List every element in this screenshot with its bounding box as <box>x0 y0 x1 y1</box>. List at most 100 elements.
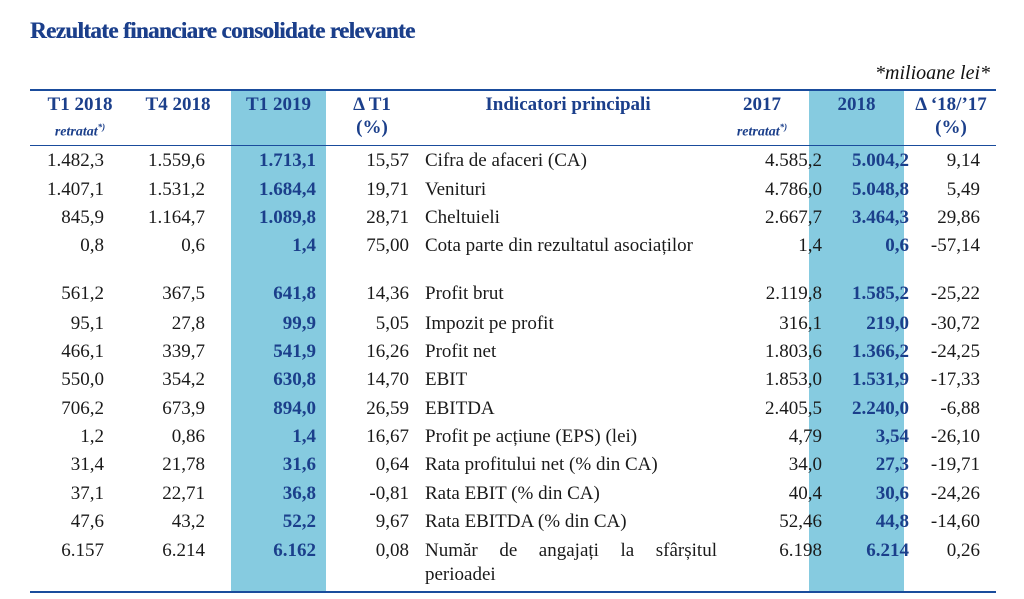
cell-2017: 316,1 <box>779 313 822 334</box>
cell-delta-t1: 9,67 <box>375 511 409 532</box>
cell-t4-2018: 22,71 <box>162 483 205 504</box>
cell-indicator: Rata EBITDA (% din CA) <box>425 511 627 532</box>
cell-delta-year: 29,86 <box>937 207 980 228</box>
cell-2018: 5.048,8 <box>852 179 909 200</box>
cell-t1-2019: 31,6 <box>282 454 316 475</box>
cell-indicator: Cota parte din rezultatul asociaților <box>425 235 694 256</box>
table-row: 95,1 27,8 99,9 5,05 Impozit pe profit 316,1 21… <box>30 309 996 337</box>
cell-t4-2018: 27,8 <box>171 313 205 334</box>
cell-t4-2018: 43,2 <box>171 511 205 532</box>
cell-2017: 2.119,8 <box>765 283 822 304</box>
cell-delta-t1: 14,70 <box>366 369 409 390</box>
cell-delta-year: 9,14 <box>946 150 980 171</box>
table-row: 1.407,1 1.531,2 1.684,4 19,71 Venituri 4.786,… <box>30 175 996 203</box>
table-row: 466,1 339,7 541,9 16,26 Profit net 1.803,6 1.3… <box>30 337 996 365</box>
cell-t4-2018: 354,2 <box>162 369 205 390</box>
cell-indicator: Profit brut <box>425 283 504 304</box>
cell-2018: 30,6 <box>875 483 909 504</box>
cell-t1-2018: 466,1 <box>61 341 104 362</box>
cell-t4-2018: 1.531,2 <box>148 179 205 200</box>
cell-2017: 4.585,2 <box>765 150 822 171</box>
cell-t4-2018: 21,78 <box>162 454 205 475</box>
table-row: 1,2 0,86 1,4 16,67 Profit pe acțiune (EPS) (… <box>30 422 996 450</box>
table-top-rule <box>30 89 996 91</box>
table-row: 47,6 43,2 52,2 9,67 Rata EBITDA (% din CA) 52… <box>30 507 996 536</box>
cell-2018: 27,3 <box>875 454 909 475</box>
cell-delta-t1: 0,64 <box>375 454 409 475</box>
cell-t1-2018: 31,4 <box>70 454 104 475</box>
cell-t1-2018: 561,2 <box>61 283 104 304</box>
cell-delta-t1: 5,05 <box>375 313 409 334</box>
cell-t4-2018: 1.559,6 <box>148 150 205 171</box>
cell-t1-2019: 1.713,1 <box>259 150 316 171</box>
cell-delta-year: -14,60 <box>930 511 980 532</box>
table-row: 706,2 673,9 894,0 26,59 EBITDA 2.405,5 2.240,0… <box>30 394 996 422</box>
cell-2017: 6.198 <box>779 540 822 561</box>
table-row: 845,9 1.164,7 1.089,8 28,71 Cheltuieli 2.667,… <box>30 203 996 231</box>
cell-indicator: Cheltuieli <box>425 207 500 228</box>
table-row: 6.157 6.214 6.162 0,08 Număr de angajați la … <box>30 536 996 587</box>
cell-2017: 1.853,0 <box>765 369 822 390</box>
cell-delta-year: 0,26 <box>946 540 980 561</box>
cell-2017: 4,79 <box>788 426 822 447</box>
financial-results-table: 1.482,3 1.559,6 1.713,1 15,57 Cifra de aface… <box>30 146 996 587</box>
cell-2018: 1.366,2 <box>852 341 909 362</box>
cell-indicator: Profit pe acțiune (EPS) (lei) <box>425 426 638 447</box>
cell-t1-2018: 47,6 <box>70 511 104 532</box>
cell-delta-t1: 0,08 <box>375 540 409 561</box>
cell-t1-2019: 6.162 <box>273 540 316 561</box>
cell-delta-t1: 15,57 <box>366 150 409 171</box>
cell-delta-t1: 26,59 <box>366 398 409 419</box>
cell-t4-2018: 673,9 <box>162 398 205 419</box>
cell-delta-year: -24,25 <box>930 341 980 362</box>
cell-t1-2019: 1,4 <box>292 235 316 256</box>
table-row: 0,8 0,6 1,4 75,00 Cota parte din rezultatul … <box>30 231 996 279</box>
cell-2018: 3.464,3 <box>852 207 909 228</box>
cell-indicator: EBIT <box>425 369 468 390</box>
cell-t1-2019: 1,4 <box>292 426 316 447</box>
cell-delta-t1: 28,71 <box>366 207 409 228</box>
cell-t1-2018: 1,2 <box>80 426 104 447</box>
cell-delta-year: -30,72 <box>930 313 980 334</box>
header-delta-year-sub: (%) <box>935 117 967 138</box>
cell-indicator: Impozit pe profit <box>425 313 554 334</box>
t1-2019-column-highlight <box>231 91 326 591</box>
cell-t1-2018: 0,8 <box>80 235 104 256</box>
unit-label: *milioane lei* <box>875 62 990 84</box>
cell-2017: 1,4 <box>798 235 822 256</box>
cell-2018: 2.240,0 <box>852 398 909 419</box>
cell-t4-2018: 367,5 <box>162 283 205 304</box>
cell-indicator: Număr de angajați la sfârșitul perioadei <box>425 540 717 585</box>
cell-t4-2018: 6.214 <box>162 540 205 561</box>
header-t1-2019: T1 2019 <box>231 93 326 116</box>
footnote-marker: *) <box>97 122 106 132</box>
cell-delta-t1: 75,00 <box>366 235 409 256</box>
cell-t1-2019: 36,8 <box>282 483 316 504</box>
header-t1-2018: T1 2018 retratat*) <box>38 93 122 144</box>
cell-t1-2018: 6.157 <box>61 540 104 561</box>
cell-delta-year: -19,71 <box>930 454 980 475</box>
header-t1-2019-label: T1 2019 <box>246 94 311 115</box>
cell-delta-year: 5,49 <box>946 179 980 200</box>
header-delta-t1-sub: (%) <box>356 117 388 138</box>
header-delta-year-label: Δ ‘18/’17 <box>915 94 987 115</box>
y2018-column-highlight <box>809 91 904 591</box>
cell-indicator: Rata profitului net (% din CA) <box>425 454 658 475</box>
header-delta-t1: Δ T1 (%) <box>342 93 402 139</box>
cell-2017: 1.803,6 <box>765 341 822 362</box>
header-delta-year: Δ ‘18/’17 (%) <box>908 93 994 139</box>
header-t4-2018: T4 2018 <box>136 93 220 116</box>
cell-delta-year: -6,88 <box>940 398 980 419</box>
table-bottom-rule <box>30 591 996 593</box>
cell-2018: 5.004,2 <box>852 150 909 171</box>
cell-2018: 3,54 <box>875 426 909 447</box>
header-indicators-label: Indicatori principali <box>485 94 651 115</box>
table-row: 561,2 367,5 641,8 14,36 Profit brut 2.119,8 1.… <box>30 279 996 309</box>
header-2018: 2018 <box>809 93 904 116</box>
cell-t1-2019: 52,2 <box>282 511 316 532</box>
header-t1-2018-label: T1 2018 <box>47 94 113 115</box>
cell-2017: 2.405,5 <box>765 398 822 419</box>
table-row: 550,0 354,2 630,8 14,70 EBIT 1.853,0 1.531,9 -1… <box>30 365 996 394</box>
cell-t1-2018: 1.482,3 <box>47 150 104 171</box>
header-2017: 2017 retratat*) <box>722 93 802 144</box>
